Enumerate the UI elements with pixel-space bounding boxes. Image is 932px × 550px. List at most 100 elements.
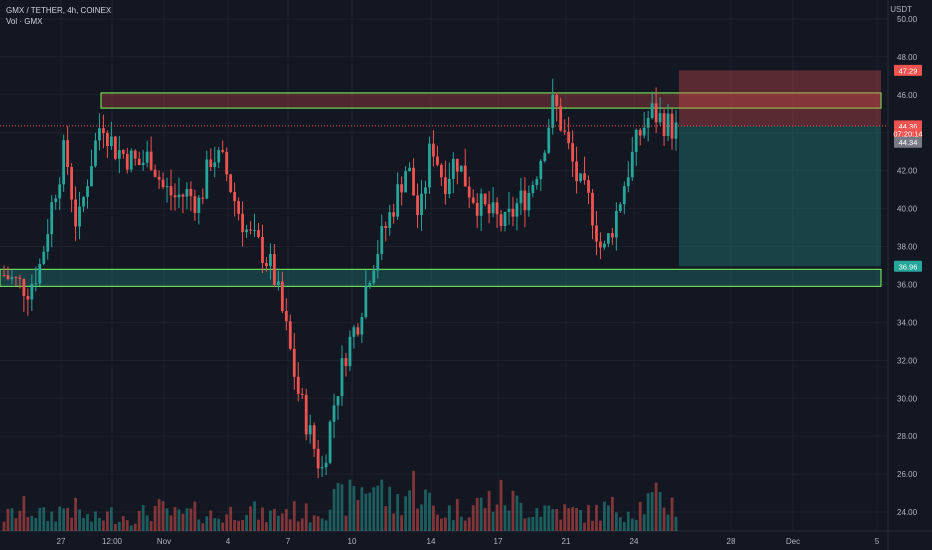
volume-bar [523,518,527,531]
candle-body [245,229,248,233]
candle-body [129,150,133,170]
candle-body [145,151,149,163]
candle-body [217,150,221,163]
candle [6,266,10,281]
candle-body [149,151,153,170]
volume-legend[interactable]: Vol · GMX [6,17,43,26]
candle [495,197,499,228]
candle [245,224,248,238]
candle-body [253,230,256,232]
candle [149,136,153,172]
candle-body [340,358,344,397]
volume-bar [213,518,217,531]
candle [587,175,590,205]
candle-body [455,158,459,172]
candle [137,151,141,166]
candle-body [539,160,543,180]
candle-body [439,164,443,178]
candle [622,181,626,215]
candle-body [479,193,483,216]
candle [638,127,642,146]
candle-body [408,167,411,172]
volume-bar [412,470,415,531]
candle-body [82,196,85,207]
candle [121,149,125,159]
volume-bar [78,509,81,531]
price-tag: 44.34 [894,136,922,148]
symbol-title[interactable]: GMX / TETHER, 4h, COINEX [6,6,112,15]
candle [447,162,451,199]
candle [46,219,50,260]
candle-body [658,113,662,123]
candle-body [86,186,89,197]
candle [499,210,503,232]
candle [543,150,547,163]
volume-bar [340,484,344,531]
volume-bar [630,518,634,531]
candle [348,330,352,372]
candle [50,195,54,248]
volume-bar [30,515,34,531]
volume-bar [583,522,586,531]
candle [459,165,463,172]
volume-bar [543,505,547,531]
candle [376,240,380,279]
candle [38,258,42,287]
candle [650,91,654,120]
volume-bar [587,505,590,531]
candle-body [491,202,495,214]
candle-body [551,94,555,128]
price-tag: 07:20:14 [893,128,923,140]
candle [34,266,38,292]
candle-body [137,158,141,166]
price-tag-label: 44.36 [899,122,918,131]
candle-body [666,113,670,137]
volume-bar [34,518,38,531]
candle-body [646,117,650,128]
candle-body [610,233,614,238]
candle [125,147,129,174]
volume-bar [432,505,435,531]
candle [62,134,66,192]
candle [416,183,419,229]
candle-body [599,241,602,248]
candle-body [400,184,404,193]
volume-bar [388,486,392,531]
candle-body [591,192,594,226]
candle [78,191,81,240]
candle-body [368,283,372,287]
candle [229,173,233,194]
candle [221,140,225,154]
candle-body [328,421,332,463]
time-axis[interactable]: 27 12:00 Nov 4 7 10 14 17 21 24 28 Dec 5 [57,537,880,546]
candle [610,227,614,245]
candle [308,414,312,444]
candle [209,148,213,171]
candle-body [579,173,582,182]
volume-bar [439,518,443,531]
candle [571,130,575,178]
candle-body [555,94,559,106]
volume-bar [312,515,316,531]
candle-body [324,462,328,468]
position-overlay [0,70,888,267]
volume-bar [527,517,531,531]
zone-layer [0,92,882,287]
price-axis[interactable]: 24.00 26.00 28.00 30.00 32.00 34.00 36.00 38.00… [897,15,918,517]
candle-body [519,190,523,204]
candle [113,135,117,161]
volume-bar [380,479,384,531]
volume-bar [352,486,356,531]
chart-legend: GMX / TETHER, 4h, COINEX Vol · GMX [6,5,111,27]
candle-body [22,279,26,296]
volume-bar [531,516,535,531]
candle-body [535,179,539,186]
volume-bar [209,510,213,531]
candle-body [547,127,551,153]
candle [666,103,670,141]
volume-bar [503,505,507,531]
candle-body [654,103,658,123]
candle-body [304,394,308,435]
